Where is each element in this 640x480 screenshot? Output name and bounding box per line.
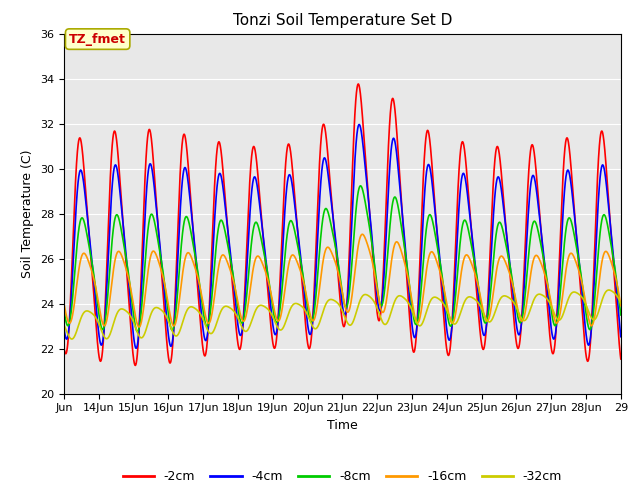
-2cm: [499, 185, 506, 191]
-16cm: [358, 231, 366, 237]
-8cm: [532, 220, 540, 226]
-2cm: [60, 345, 68, 350]
-2cm: [611, 281, 619, 287]
-16cm: [499, 254, 506, 260]
Legend: -2cm, -4cm, -8cm, -16cm, -32cm: -2cm, -4cm, -8cm, -16cm, -32cm: [118, 465, 567, 480]
-8cm: [463, 222, 471, 228]
-4cm: [499, 197, 506, 203]
-8cm: [134, 329, 141, 335]
-32cm: [174, 332, 182, 337]
-2cm: [355, 81, 362, 87]
X-axis label: Time: Time: [327, 419, 358, 432]
-32cm: [532, 293, 540, 299]
-8cm: [617, 312, 625, 318]
-4cm: [532, 184, 540, 190]
-32cm: [414, 322, 422, 327]
-4cm: [463, 189, 471, 194]
-16cm: [135, 324, 143, 330]
-4cm: [132, 346, 140, 351]
-2cm: [463, 174, 471, 180]
-32cm: [463, 295, 471, 301]
-32cm: [617, 300, 625, 306]
Line: -8cm: -8cm: [64, 186, 621, 332]
-32cm: [60, 322, 68, 328]
Text: TZ_fmet: TZ_fmet: [69, 33, 126, 46]
-16cm: [532, 252, 540, 258]
-2cm: [174, 216, 182, 222]
Line: -32cm: -32cm: [64, 290, 621, 339]
-32cm: [499, 294, 506, 300]
-2cm: [532, 168, 540, 173]
-8cm: [499, 226, 506, 232]
-8cm: [356, 183, 364, 189]
-2cm: [414, 303, 422, 309]
Line: -16cm: -16cm: [64, 234, 621, 327]
-4cm: [414, 311, 422, 317]
-32cm: [68, 336, 76, 342]
-16cm: [174, 306, 182, 312]
Y-axis label: Soil Temperature (C): Soil Temperature (C): [22, 149, 35, 278]
-16cm: [617, 303, 625, 309]
-4cm: [617, 334, 625, 339]
-8cm: [60, 308, 68, 313]
-4cm: [174, 247, 182, 253]
-2cm: [617, 356, 625, 362]
-16cm: [611, 272, 619, 277]
Title: Tonzi Soil Temperature Set D: Tonzi Soil Temperature Set D: [233, 13, 452, 28]
Line: -4cm: -4cm: [64, 124, 621, 348]
-16cm: [463, 252, 471, 258]
-2cm: [131, 362, 139, 368]
-32cm: [605, 287, 612, 293]
-4cm: [355, 121, 363, 127]
-8cm: [414, 315, 422, 321]
-4cm: [611, 268, 619, 274]
-16cm: [60, 300, 68, 306]
-4cm: [60, 325, 68, 331]
-8cm: [174, 282, 182, 288]
Line: -2cm: -2cm: [64, 84, 621, 365]
-8cm: [611, 265, 619, 271]
-32cm: [611, 290, 619, 296]
-16cm: [414, 320, 422, 325]
